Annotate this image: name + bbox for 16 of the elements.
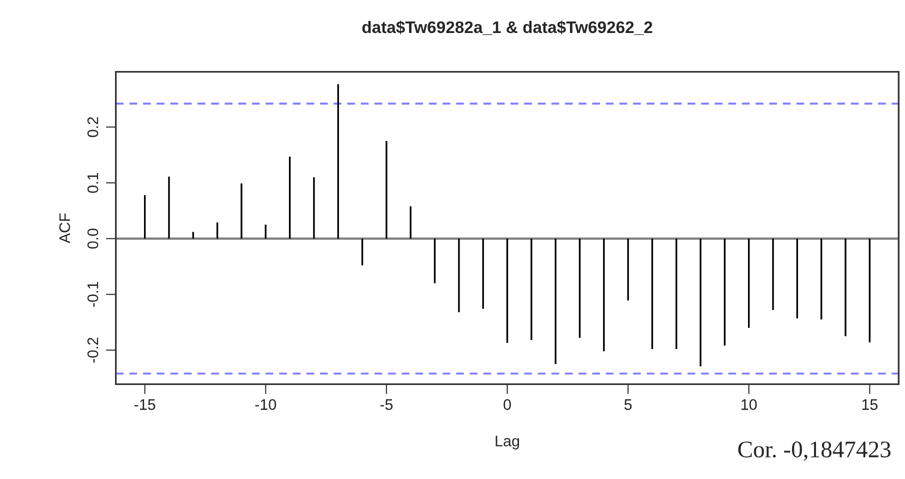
x-tick-label: -5 [380, 399, 393, 410]
chart-title: data$Tw69282a_1 & data$Tw69262_2 [362, 20, 652, 35]
x-axis-title: Lag [496, 436, 520, 450]
y-tick-label: 0.2 [87, 117, 98, 138]
y-tick-label: -0.2 [87, 338, 98, 363]
x-tick-label: 15 [862, 399, 878, 410]
y-tick-label: -0.1 [87, 282, 98, 307]
y-tick-label: 0.1 [87, 172, 98, 193]
x-tick-label: -15 [134, 399, 156, 410]
y-tick-label: 0.0 [87, 228, 98, 249]
x-tick-label: 5 [624, 399, 632, 410]
x-tick-label: -10 [255, 399, 276, 410]
x-tick-label: 0 [504, 399, 511, 410]
x-tick-label: 10 [742, 399, 757, 410]
text: Cor. -0,1847423 [738, 442, 891, 461]
y-axis-title: ACF [59, 213, 70, 244]
